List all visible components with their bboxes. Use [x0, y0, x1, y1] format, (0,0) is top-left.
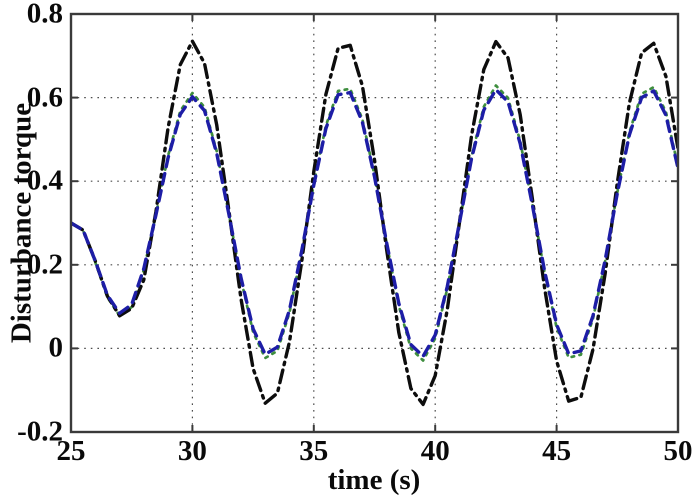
y-tick-label: -0.2: [17, 415, 63, 448]
y-tick-label: 0.2: [26, 248, 63, 281]
y-tick-label: 0.6: [26, 81, 63, 114]
x-tick-label: 45: [542, 435, 572, 467]
axes-frame: [69, 12, 680, 434]
y-tick-label: 0.8: [26, 0, 63, 30]
x-axis-label: time (s): [327, 464, 421, 496]
y-tick-label: 0.4: [26, 164, 63, 197]
x-tick-label: 30: [177, 435, 207, 467]
x-tick-label: 25: [56, 435, 86, 467]
green-dotted-curve: [71, 84, 678, 362]
black-dash-dot-curve: [71, 39, 678, 407]
x-tick-label: 40: [420, 435, 450, 467]
x-tick-label: 50: [663, 435, 693, 467]
y-axis-label: Disturbance torque: [5, 102, 38, 344]
y-tick-label: 0: [48, 331, 64, 364]
x-tick-label: 35: [299, 435, 329, 467]
blue-dashed-curve: [71, 87, 678, 358]
